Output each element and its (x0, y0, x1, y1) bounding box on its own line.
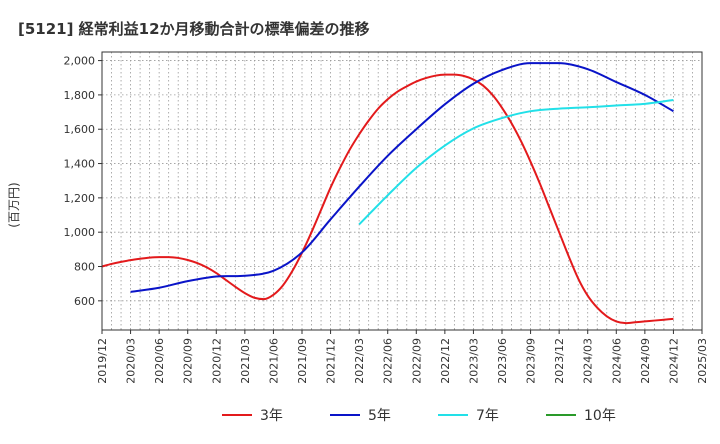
y-tick-label: 800 (74, 261, 95, 274)
x-tick-label: 2022/09 (410, 338, 423, 384)
series-line-1 (101, 73, 674, 325)
series-line-2 (130, 62, 674, 293)
series-line-3 (358, 99, 674, 226)
x-tick-label: 2023/09 (525, 338, 538, 384)
x-tick-label: 2022/03 (353, 338, 366, 384)
grid (102, 52, 702, 330)
x-tick-label: 2022/06 (382, 338, 395, 384)
y-tick-label: 1,200 (64, 192, 96, 205)
x-tick-label: 2020/06 (153, 338, 166, 384)
x-tick-label: 2020/12 (210, 338, 223, 384)
legend: 3年 5年 7年 10年 (222, 408, 616, 424)
chart-title: [5121] 経常利益12か月移動合計の標準偏差の推移 (18, 20, 370, 38)
y-tick-label: 1,800 (64, 89, 96, 102)
x-tick-label: 2022/12 (439, 338, 452, 384)
x-tick-label: 2020/09 (182, 338, 195, 384)
x-tick-label: 2023/12 (553, 338, 566, 384)
x-tick-label: 2023/06 (496, 338, 509, 384)
y-tick-label: 600 (74, 295, 95, 308)
x-tick-label: 2025/03 (696, 338, 709, 384)
y-tick-label: 2,000 (64, 55, 96, 68)
x-tick-label: 2020/03 (125, 338, 138, 384)
legend-label: 7年 (476, 408, 499, 424)
y-tick-label: 1,600 (64, 123, 96, 136)
x-tick-label: 2021/12 (325, 338, 338, 384)
y-tick-label: 1,000 (64, 226, 96, 239)
x-tick-label: 2024/03 (582, 338, 595, 384)
x-tick-label: 2021/03 (239, 338, 252, 384)
x-tick-label: 2024/09 (639, 338, 652, 384)
x-tick-label: 2021/06 (267, 338, 280, 384)
series-layer (101, 62, 674, 325)
y-tick-label: 1,400 (64, 158, 96, 171)
legend-label: 3年 (260, 408, 283, 424)
x-tick-label: 2021/09 (296, 338, 309, 384)
x-tick-label: 2023/03 (467, 338, 480, 384)
legend-label: 10年 (584, 408, 616, 424)
y-axis-label: (百万円) (7, 182, 21, 227)
x-tick-label: 2024/12 (667, 338, 680, 384)
x-tick-label: 2024/06 (610, 338, 623, 384)
axes: 600 800 1,000 1,200 1,400 1,600 1,800 2,000 2019… (64, 51, 709, 384)
x-tick-label: 2019/12 (96, 338, 109, 384)
plot-frame (101, 51, 703, 331)
legend-label: 5年 (368, 408, 391, 424)
